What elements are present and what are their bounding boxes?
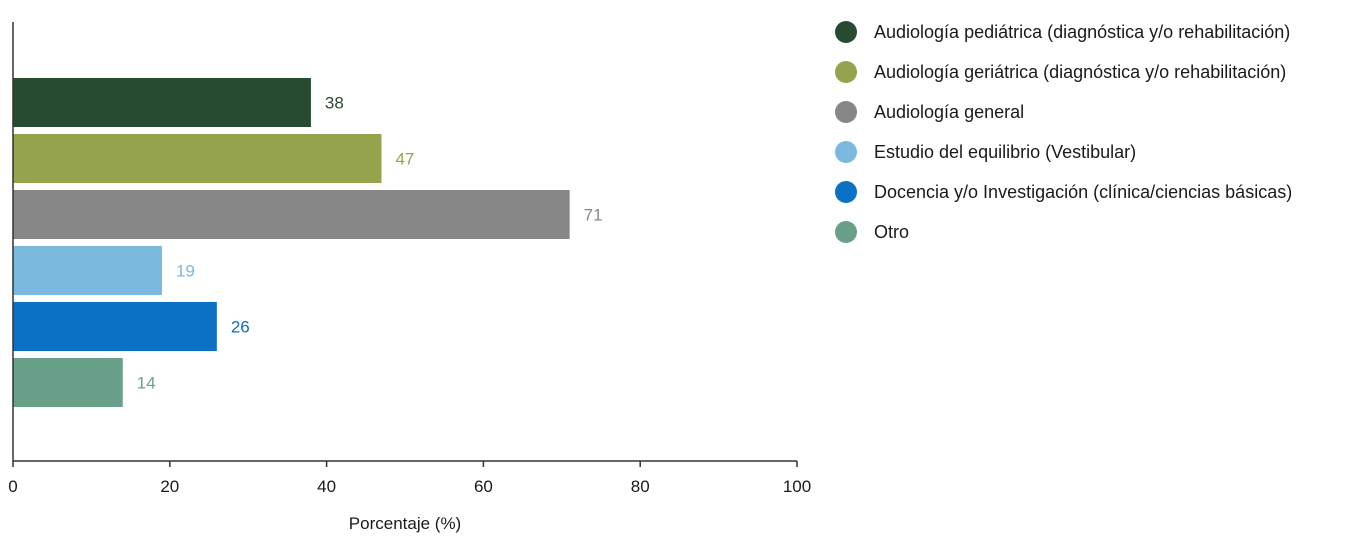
legend-item-1: Audiología pediátrica (diagnóstica y/o r…: [835, 12, 1292, 52]
legend-label: Estudio del equilibrio (Vestibular): [874, 141, 1137, 162]
legend-label: Docencia y/o Investigación (clínica/cien…: [874, 181, 1293, 202]
legend-item-4: Estudio del equilibrio (Vestibular): [835, 132, 1292, 172]
chart-legend: Audiología pediátrica (diagnóstica y/o r…: [835, 12, 1292, 252]
bar-1: [13, 78, 311, 127]
legend-label: Otro: [874, 221, 910, 242]
legend-swatch-icon: [835, 61, 857, 83]
legend-item-6: Otro: [835, 212, 1292, 252]
legend-label: Audiología general: [874, 101, 1025, 122]
bar-value-label-6: 14: [137, 374, 156, 393]
bar-value-label-3: 71: [584, 206, 603, 225]
x-tick-label: 100: [783, 477, 811, 496]
x-tick-label: 60: [474, 477, 493, 496]
legend-item-2: Audiología geriátrica (diagnóstica y/o r…: [835, 52, 1292, 92]
x-axis-title: Porcentaje (%): [349, 514, 461, 533]
legend-label: Audiología pediátrica (diagnóstica y/o r…: [874, 21, 1291, 42]
bar-6: [13, 358, 123, 407]
bar-value-label-2: 47: [395, 150, 414, 169]
legend-item-3: Audiología general: [835, 92, 1292, 132]
x-tick-label: 40: [317, 477, 336, 496]
legend-swatch-icon: [835, 101, 857, 123]
x-tick-label: 80: [631, 477, 650, 496]
legend-item-5: Docencia y/o Investigación (clínica/cien…: [835, 172, 1292, 212]
bar-4: [13, 246, 162, 295]
legend-swatch-icon: [835, 181, 857, 203]
bar-value-label-4: 19: [176, 262, 195, 281]
x-axis-ticks: 0 20 40 60 80 100: [8, 461, 811, 496]
bar-value-label-1: 38: [325, 94, 344, 113]
legend-swatch-icon: [835, 221, 857, 243]
legend-swatch-icon: [835, 141, 857, 163]
legend-swatch-icon: [835, 21, 857, 43]
bar-value-label-5: 26: [231, 318, 250, 337]
x-tick-label: 0: [8, 477, 17, 496]
x-tick-label: 20: [160, 477, 179, 496]
bar-3: [13, 190, 570, 239]
bar-5: [13, 302, 217, 351]
legend-label: Audiología geriátrica (diagnóstica y/o r…: [874, 61, 1287, 82]
bar-2: [13, 134, 382, 183]
bars-layer: 38 47 71 19 26 14: [13, 78, 603, 407]
